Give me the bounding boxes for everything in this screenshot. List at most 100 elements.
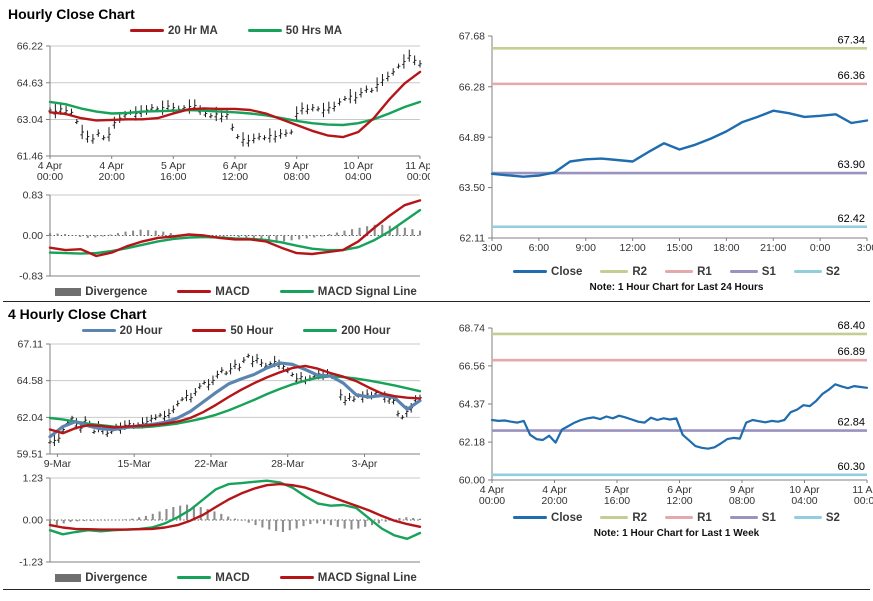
svg-text:64.63: 64.63: [17, 77, 43, 89]
svg-text:9:00: 9:00: [576, 242, 597, 254]
legend-label: 50 Hour: [230, 324, 274, 337]
hourly-macd-chart: 0.83 0.00 -0.83: [19, 190, 422, 283]
hourly-macd-legend: Divergence MACD MACD Signal Line: [50, 284, 422, 299]
legend-item-r2: R2: [600, 266, 647, 278]
legend-item-macd-signal-line: MACD Signal Line: [279, 285, 417, 298]
svg-text:6:00: 6:00: [529, 242, 550, 254]
line-swatch-icon: [303, 328, 338, 333]
legend-item-50-hour: 50 Hour: [192, 325, 273, 337]
legend-item-200-hour: 200 Hour: [303, 325, 390, 337]
svg-text:62.11: 62.11: [460, 233, 486, 245]
line-swatch-icon: [729, 516, 758, 519]
legend-label: MACD: [215, 571, 250, 584]
svg-text:62.84: 62.84: [837, 417, 865, 429]
line-swatch-icon: [192, 328, 227, 333]
line-swatch-icon: [513, 269, 548, 274]
bar-swatch-icon: [55, 287, 82, 296]
svg-text:18:00: 18:00: [713, 242, 739, 254]
legend-item-20-hour: 20 Hour: [81, 325, 162, 337]
legend-item-macd: MACD: [177, 286, 250, 298]
svg-text:68.74: 68.74: [459, 323, 485, 335]
hourly-section-title: Hourly Close Chart: [8, 6, 135, 22]
line-swatch-icon: [279, 289, 314, 294]
svg-text:60.00: 60.00: [459, 475, 485, 487]
svg-text:61.46: 61.46: [17, 151, 43, 163]
svg-text:64.89: 64.89: [459, 132, 485, 144]
bottom-divider: [3, 589, 870, 590]
svg-text:12:00: 12:00: [619, 242, 645, 254]
legend-label: S2: [825, 265, 840, 278]
legend-label: R2: [632, 265, 648, 278]
bar-swatch-icon: [55, 573, 82, 582]
svg-text:60.30: 60.30: [837, 461, 865, 473]
hourly-pivot-note: Note: 1 Hour Chart for Last 24 Hours: [589, 282, 764, 293]
line-swatch-icon: [247, 28, 282, 33]
line-swatch-icon: [729, 270, 758, 273]
svg-text:63.90: 63.90: [837, 159, 865, 171]
svg-text:62.42: 62.42: [837, 213, 865, 225]
four-hourly-pivot-legend: Close R2 R1 S1 S2: [492, 510, 861, 525]
legend-label: MACD: [215, 285, 250, 298]
legend-item-r1: R1: [665, 512, 712, 524]
svg-text:21:00: 21:00: [760, 242, 786, 254]
svg-text:62.04: 62.04: [17, 412, 43, 424]
svg-text:66.22: 66.22: [17, 41, 43, 53]
svg-text:22-Mar: 22-Mar: [194, 458, 228, 470]
four-hourly-section: 4 Hourly Close Chart 20 Hour 50 Hour 200 H…: [0, 302, 873, 585]
legend-item-close: Close: [513, 512, 582, 524]
line-swatch-icon: [665, 516, 694, 519]
svg-text:63.04: 63.04: [17, 114, 43, 126]
line-swatch-icon: [665, 270, 694, 273]
hourly-price-legend: 20 Hr MA 50 Hrs MA: [50, 23, 422, 38]
svg-text:28-Mar: 28-Mar: [271, 458, 305, 470]
legend-item-r2: R2: [600, 512, 647, 524]
legend-label: MACD Signal Line: [317, 571, 417, 584]
four-hourly-macd-chart: 1.23 0.00 -1.23: [19, 473, 422, 569]
line-swatch-icon: [600, 516, 629, 519]
svg-text:-0.83: -0.83: [19, 271, 43, 283]
svg-text:66.56: 66.56: [459, 361, 485, 373]
svg-text:9-Mar: 9-Mar: [44, 458, 72, 470]
legend-item-s2: S2: [793, 265, 840, 278]
legend-label: Close: [551, 511, 583, 524]
legend-label: R2: [632, 511, 648, 524]
legend-item-r1: R1: [665, 266, 712, 278]
legend-label: S1: [761, 511, 776, 524]
legend-item-s2: S2: [793, 512, 840, 524]
legend-item-50-hrs-ma: 50 Hrs MA: [247, 24, 343, 37]
svg-text:15:00: 15:00: [666, 242, 692, 254]
line-swatch-icon: [513, 515, 548, 520]
section-divider: [3, 301, 870, 302]
svg-text:59.51: 59.51: [17, 449, 43, 461]
svg-text:3:00: 3:00: [857, 242, 873, 254]
legend-label: 50 Hrs MA: [285, 24, 343, 37]
legend-item-s1: S1: [729, 266, 776, 278]
svg-text:67.11: 67.11: [18, 339, 44, 351]
svg-text:0.83: 0.83: [23, 190, 44, 202]
svg-text:3-Apr: 3-Apr: [352, 458, 378, 470]
legend-label: MACD Signal Line: [317, 285, 417, 298]
legend-item-20-hr-ma: 20 Hr MA: [129, 25, 218, 37]
svg-text:15-Mar: 15-Mar: [118, 458, 152, 470]
hourly-close-chart: 66.22 64.63 63.04 61.464 Apr 00:00 4 Apr 20:00…: [17, 41, 430, 183]
four-hourly-pivot-chart: 68.74 66.56 64.37 62.18 60.004 Apr 00:00 4 Apr…: [459, 320, 873, 507]
legend-item-divergence: Divergence: [55, 286, 147, 298]
four-hourly-macd-legend: Divergence MACD MACD Signal Line: [50, 570, 422, 585]
legend-label: Divergence: [85, 285, 148, 298]
four-hourly-close-chart: 67.11 64.58 62.04 59.519-Mar 15-Mar 22-Mar 28-…: [17, 339, 422, 470]
four-hourly-pivot-note: Note: 1 Hour Chart for Last 1 Week: [593, 528, 760, 539]
line-swatch-icon: [81, 328, 116, 333]
svg-text:66.28: 66.28: [459, 81, 485, 93]
